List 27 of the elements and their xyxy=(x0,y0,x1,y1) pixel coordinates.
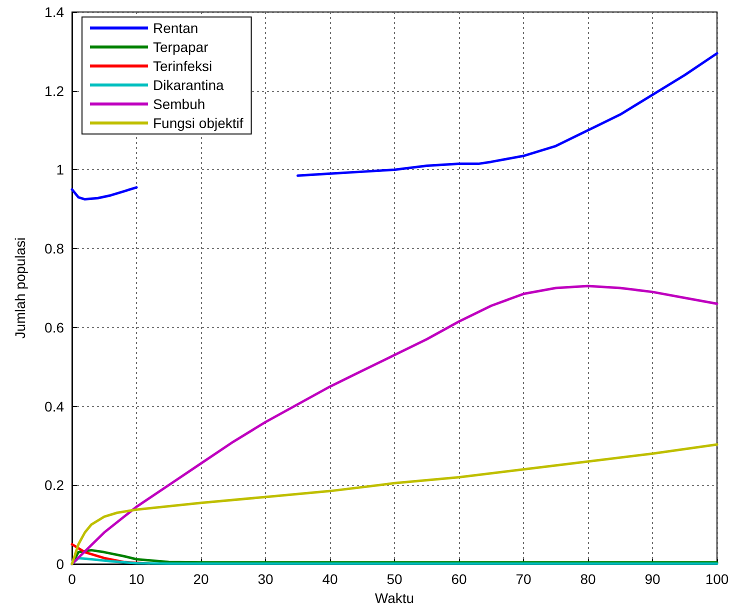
y-tick-label: 1.4 xyxy=(44,4,64,20)
y-tick-label: 0.4 xyxy=(44,398,64,414)
x-tick-label: 80 xyxy=(580,571,596,587)
legend-label: Fungsi objektif xyxy=(153,115,244,131)
y-tick-label: 1.2 xyxy=(44,82,64,99)
x-axis-title: Waktu xyxy=(374,590,414,606)
x-tick-label: 0 xyxy=(68,571,76,587)
x-tick-label: 60 xyxy=(451,571,467,587)
y-tick-label: 1 xyxy=(56,162,64,178)
x-tick-label: 20 xyxy=(193,571,209,587)
y-tick-label: 0.2 xyxy=(44,477,64,494)
legend-label: Sembuh xyxy=(153,96,206,112)
legend-label: Terinfeksi xyxy=(153,58,212,74)
x-tick-label: 30 xyxy=(258,571,274,587)
legend-label: Dikarantina xyxy=(153,77,224,93)
x-tick-label: 40 xyxy=(322,571,338,587)
y-tick-label: 0.8 xyxy=(44,240,64,257)
y-axis-title: Jumlah populasi xyxy=(12,237,28,339)
x-tick-label: 50 xyxy=(386,571,402,587)
x-tick-label: 70 xyxy=(516,571,532,587)
legend-label: Rentan xyxy=(153,20,198,36)
x-tick-label: 90 xyxy=(644,571,660,587)
y-tick-label: 0.6 xyxy=(44,319,64,336)
y-tick-label: 0 xyxy=(56,556,64,572)
legend-label: Terpapar xyxy=(153,39,209,55)
x-tick-label: 10 xyxy=(128,571,144,587)
x-tick-label: 100 xyxy=(705,571,729,587)
